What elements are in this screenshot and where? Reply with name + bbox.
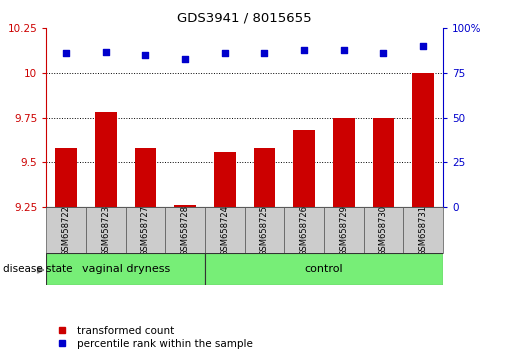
Point xyxy=(62,51,70,56)
Point xyxy=(339,47,348,53)
Point xyxy=(300,47,308,53)
Bar xyxy=(205,253,443,285)
Text: GSM658730: GSM658730 xyxy=(379,205,388,256)
Bar xyxy=(134,148,157,207)
Bar xyxy=(126,207,165,253)
Point xyxy=(379,51,387,56)
Bar xyxy=(214,152,236,207)
Bar xyxy=(174,205,196,207)
Bar xyxy=(253,148,276,207)
Point xyxy=(260,51,268,56)
Text: GSM658728: GSM658728 xyxy=(181,205,190,256)
Bar xyxy=(95,112,117,207)
Bar xyxy=(284,207,324,253)
Text: GSM658727: GSM658727 xyxy=(141,205,150,256)
Bar xyxy=(205,207,245,253)
Legend: transformed count, percentile rank within the sample: transformed count, percentile rank withi… xyxy=(52,326,252,349)
Text: GSM658725: GSM658725 xyxy=(260,205,269,256)
Bar xyxy=(46,253,205,285)
Point xyxy=(220,51,229,56)
Point xyxy=(419,44,427,49)
Bar xyxy=(55,148,77,207)
Text: GSM658729: GSM658729 xyxy=(339,205,348,256)
Bar xyxy=(333,118,355,207)
Point xyxy=(141,52,149,58)
Bar xyxy=(412,73,434,207)
Bar xyxy=(293,130,315,207)
Bar xyxy=(165,207,205,253)
Point xyxy=(101,49,110,55)
Bar xyxy=(364,207,403,253)
Text: GSM658723: GSM658723 xyxy=(101,205,110,256)
Bar xyxy=(86,207,126,253)
Text: control: control xyxy=(305,264,343,274)
Bar xyxy=(46,207,86,253)
Bar xyxy=(403,207,443,253)
Text: GSM658726: GSM658726 xyxy=(300,205,308,256)
Bar xyxy=(372,118,394,207)
Bar xyxy=(245,207,284,253)
Text: GSM658722: GSM658722 xyxy=(62,205,71,256)
Text: GSM658724: GSM658724 xyxy=(220,205,229,256)
Point xyxy=(181,56,189,62)
Text: disease state: disease state xyxy=(3,264,72,274)
Title: GDS3941 / 8015655: GDS3941 / 8015655 xyxy=(177,11,312,24)
Bar xyxy=(324,207,364,253)
Text: GSM658731: GSM658731 xyxy=(419,205,427,256)
Text: vaginal dryness: vaginal dryness xyxy=(81,264,170,274)
